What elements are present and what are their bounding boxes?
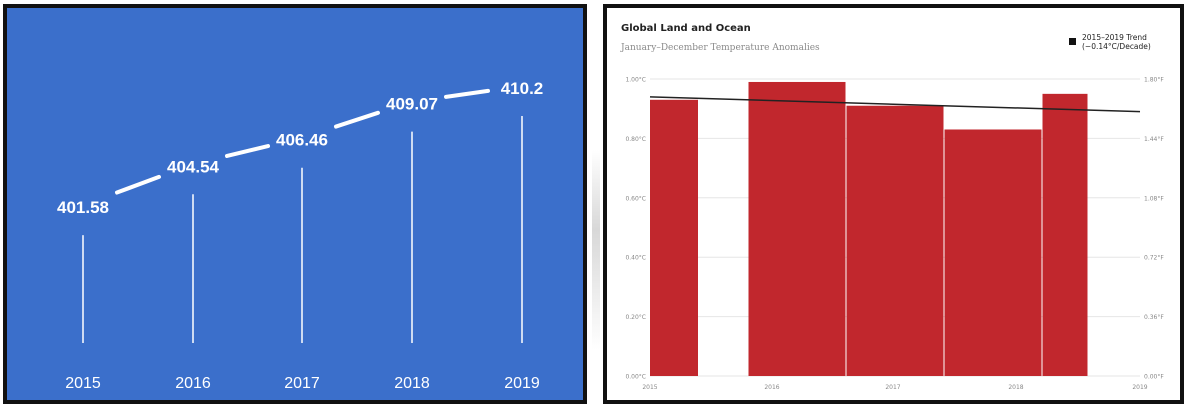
- line-chart: 401.58 404.54 406.46 409.07 410.2 2015 2016 201…: [57, 79, 544, 392]
- x-tick-label: 2019: [1132, 384, 1147, 391]
- y-tick-label: 0.00°C: [625, 374, 646, 381]
- co2-line-chart-panel: 401.58 404.54 406.46 409.07 410.2 2015 2016 201…: [3, 4, 587, 404]
- y2-tick-label: 1.08°F: [1144, 195, 1164, 202]
- y-tick-label: 0.40°C: [625, 255, 646, 262]
- data-label: 401.58: [57, 198, 109, 217]
- series-line-segment: [115, 174, 161, 195]
- bar-chart: 0.00°C 0.00°F 0.20°C 0.36°F 0.40°C 0.72°F 0.60…: [625, 77, 1164, 392]
- series-line-segment: [334, 110, 380, 129]
- x-tick-label: 2018: [1008, 384, 1023, 391]
- bar: [650, 99, 698, 376]
- bar: [944, 129, 1042, 376]
- series-line-segment: [225, 144, 270, 158]
- panel-divider: [592, 150, 600, 350]
- legend-swatch: [1069, 38, 1076, 45]
- y2-tick-label: 0.72°F: [1144, 255, 1164, 262]
- data-label: 409.07: [386, 95, 438, 114]
- y2-tick-label: 1.44°F: [1144, 136, 1164, 143]
- bar: [748, 81, 846, 376]
- data-label: 404.54: [167, 157, 220, 176]
- data-label: 406.46: [276, 131, 328, 150]
- data-label: 410.2: [501, 79, 544, 98]
- y-tick-label: 0.60°C: [625, 195, 646, 202]
- y2-tick-label: 0.00°F: [1144, 374, 1164, 381]
- legend-label-line1: 2015–2019 Trend: [1082, 33, 1147, 42]
- y-tick-label: 0.20°C: [625, 314, 646, 321]
- x-tick-label: 2017: [885, 384, 900, 391]
- temperature-bar-chart-panel: Global Land and Ocean January–December T…: [603, 4, 1184, 404]
- y-tick-label: 1.00°C: [625, 77, 646, 84]
- x-tick-label: 2015: [65, 375, 101, 392]
- y2-tick-label: 1.80°F: [1144, 77, 1164, 84]
- x-tick-label: 2018: [394, 375, 430, 392]
- trend-line: [649, 96, 1141, 113]
- series-line-segment: [444, 88, 490, 99]
- chart-legend: 2015–2019 Trend (−0.14°C/Decade): [1069, 33, 1151, 51]
- legend-label-line2: (−0.14°C/Decade): [1082, 42, 1151, 51]
- chart-title: Global Land and Ocean: [621, 23, 751, 34]
- x-tick-label: 2019: [504, 375, 540, 392]
- bar: [1042, 93, 1088, 376]
- y-tick-label: 0.80°C: [625, 136, 646, 143]
- x-tick-label: 2016: [175, 375, 211, 392]
- x-tick-label: 2016: [764, 384, 779, 391]
- chart-subtitle: January–December Temperature Anomalies: [621, 43, 820, 53]
- x-tick-label: 2017: [284, 375, 320, 392]
- x-tick-label: 2015: [642, 384, 657, 391]
- y2-tick-label: 0.36°F: [1144, 314, 1164, 321]
- bar: [846, 105, 944, 376]
